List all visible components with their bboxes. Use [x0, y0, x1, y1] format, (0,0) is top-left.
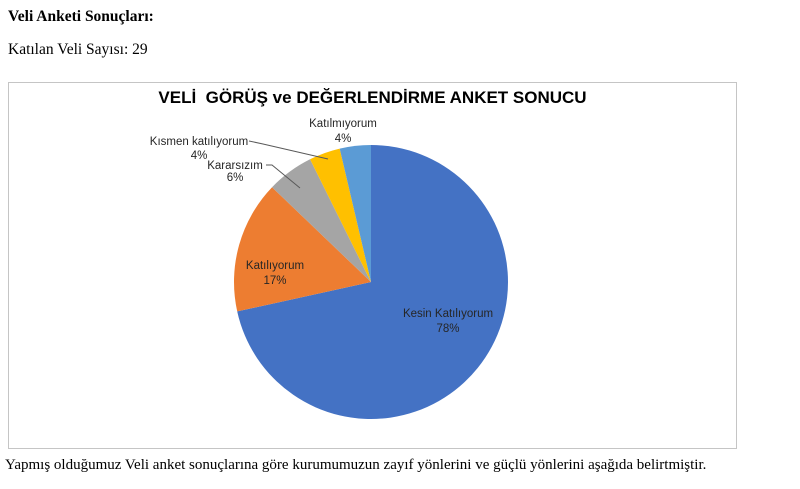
- pie-label-kararsizim: Kararsızım: [207, 160, 263, 172]
- pie-slice-katilmiyorum: [339, 145, 371, 282]
- pie-label-kismen-katiliyorum: Kısmen katılıyorum: [150, 136, 248, 148]
- pie-slice-kismen-katiliyorum: [310, 148, 371, 282]
- pie-label-kismen-katiliyorum-pct: 4%: [191, 150, 208, 162]
- pie-label-katiliyorum-pct: 17%: [263, 275, 286, 287]
- pie-slice-katiliyorum: [234, 187, 371, 312]
- participant-count-line: Katılan Veli Sayısı: 29: [8, 41, 148, 58]
- pie-label-kararsizim-pct: 6%: [227, 172, 244, 184]
- pie-slice-kesin-katiliyorum: [237, 145, 509, 419]
- pie-chart-svg: Kesin Katılıyorum 78% Katılıyorum 17% Karars…: [150, 118, 509, 419]
- pie-label-katilmiyorum-pct: 4%: [335, 133, 352, 145]
- pie-leader-line-kararsizim: [266, 164, 301, 189]
- chart-title: VELİ GÖRÜŞ ve DEĞERLENDİRME ANKET SONUCU: [158, 88, 587, 107]
- pie-slice-kararsizim: [272, 159, 371, 282]
- closing-paragraph: Yapmış olduğumuz Veli anket sonuçlarına …: [5, 457, 707, 473]
- pie-label-kesin-katiliyorum-pct: 78%: [436, 323, 459, 335]
- survey-chart-frame: Kesin Katılıyorum 78% Katılıyorum 17% Karars…: [8, 82, 737, 449]
- pie-label-katiliyorum: Katılıyorum: [246, 260, 304, 272]
- pie-label-kesin-katiliyorum: Kesin Katılıyorum: [403, 308, 493, 320]
- pie-leader-line-kismen-katiliyorum: [248, 140, 329, 160]
- document-heading: Veli Anketi Sonuçları:: [8, 8, 154, 25]
- pie-label-katilmiyorum: Katılmıyorum: [309, 118, 377, 130]
